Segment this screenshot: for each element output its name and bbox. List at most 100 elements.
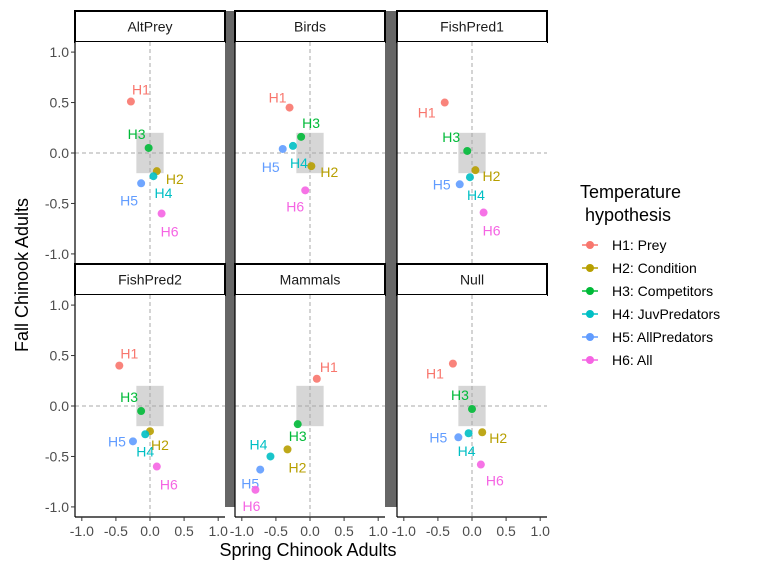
- y-tick-label: -0.5: [45, 448, 69, 464]
- data-point-h5: [128, 437, 137, 446]
- axes-layer: -1.0-0.50.00.51.0-1.0-0.50.00.51.0-1.0 -0…: [45, 44, 550, 539]
- x-tick-label: 0.5: [174, 523, 194, 539]
- data-point-h1: [448, 359, 457, 368]
- legend: Temperature hypothesis H1: Prey H2: Condi…: [580, 182, 720, 368]
- data-point-h3: [293, 420, 302, 429]
- x-tick-label: -1.0: [392, 523, 416, 539]
- data-point-h3: [137, 407, 146, 416]
- point-label-h6: H6: [286, 198, 304, 214]
- point-label-h6: H6: [161, 224, 179, 240]
- legend-entry-h4: H4: JuvPredators: [582, 306, 720, 322]
- point-label-h1: H1: [132, 82, 150, 98]
- data-point-h5: [256, 465, 265, 474]
- point-label-h3: H3: [442, 129, 460, 145]
- point-label-h2: H2: [489, 430, 507, 446]
- point-label-h1: H1: [320, 359, 338, 375]
- point-label-h3: H3: [289, 428, 307, 444]
- point-label-h6: H6: [486, 473, 504, 489]
- legend-key-point: [586, 310, 594, 318]
- legend-key-point: [586, 333, 594, 341]
- legend-entry-h3: H3: Competitors: [582, 283, 713, 299]
- point-label-h5: H5: [262, 159, 280, 175]
- point-label-h3: H3: [451, 387, 469, 403]
- data-point-h4: [464, 429, 473, 438]
- point-label-h2: H2: [289, 459, 307, 475]
- x-tick-label: 0.0: [300, 523, 320, 539]
- x-tick-label: 1.0: [208, 523, 228, 539]
- facet-panel-altprey: AltPrey H1 H2 H3 H4 H5 H6: [74, 10, 226, 265]
- facet-panel-fishpred1: FishPred1 H1 H2 H3 H4 H5 H6: [396, 10, 548, 265]
- legend-entry-label: H6: All: [612, 352, 652, 368]
- point-label-h3: H3: [128, 126, 146, 142]
- point-label-h4: H4: [136, 443, 154, 459]
- facet-panel-null: Null H1 H2 H3 H4 H5 H6: [396, 263, 548, 518]
- point-label-h2: H2: [151, 437, 169, 453]
- x-tick-label: 0.0: [462, 523, 482, 539]
- legend-entry-label: H5: AllPredators: [612, 329, 713, 345]
- legend-entry-label: H2: Condition: [612, 260, 697, 276]
- facet-strip-label: FishPred1: [440, 19, 504, 35]
- point-label-h6: H6: [483, 223, 501, 239]
- y-tick-label: -1.0: [45, 246, 69, 262]
- point-label-h3: H3: [302, 115, 320, 131]
- data-point-h3: [463, 146, 472, 155]
- data-point-h2: [471, 166, 480, 175]
- y-tick-label: -0.5: [45, 195, 69, 211]
- facet-strip: [396, 10, 548, 43]
- y-tick-label: 0.5: [50, 95, 70, 111]
- data-point-h6: [301, 186, 310, 195]
- data-point-h1: [440, 98, 449, 107]
- point-label-h6: H6: [243, 498, 261, 514]
- data-point-h5: [454, 433, 463, 442]
- legend-key-point: [586, 264, 594, 272]
- facet-strip-label: Null: [460, 272, 484, 288]
- legend-key-point: [586, 241, 594, 249]
- facet-gutter: [225, 11, 235, 507]
- data-point-h4: [141, 430, 150, 439]
- point-label-h4: H4: [467, 187, 485, 203]
- facet-gutter: [385, 11, 397, 507]
- facet-strip-label: Birds: [294, 19, 326, 35]
- legend-entry-h5: H5: AllPredators: [582, 329, 713, 345]
- legend-entry-h1: H1: Prey: [582, 237, 666, 253]
- legend-title-line1: Temperature: [580, 182, 681, 202]
- data-point-h3: [468, 405, 476, 414]
- data-point-h1: [312, 374, 321, 383]
- point-label-h5: H5: [120, 192, 138, 208]
- data-point-h5: [137, 179, 146, 188]
- data-point-h1: [115, 361, 124, 370]
- x-axis-title: Spring Chinook Adults: [219, 540, 396, 560]
- point-label-h5: H5: [433, 176, 451, 192]
- facet-strip-label: AltPrey: [127, 19, 172, 35]
- facet-strip: [234, 10, 386, 43]
- data-point-h4: [266, 452, 275, 461]
- point-label-h4: H4: [458, 443, 476, 459]
- y-axis-title: Fall Chinook Adults: [12, 198, 32, 352]
- facet-panel-birds: Birds H1 H2 H3 H4 H5 H6: [234, 10, 386, 265]
- x-tick-label: 0.0: [140, 523, 160, 539]
- data-point-h4: [288, 141, 297, 150]
- legend-entry-label: H4: JuvPredators: [612, 306, 720, 322]
- data-point-h4: [465, 173, 474, 182]
- y-tick-label: 0.5: [50, 348, 70, 364]
- point-label-h1: H1: [426, 366, 444, 382]
- x-tick-label: 0.5: [334, 523, 354, 539]
- x-tick-label: -0.5: [104, 523, 128, 539]
- x-tick-label: 1.0: [368, 523, 388, 539]
- legend-entry-h2: H2: Condition: [582, 260, 697, 276]
- x-tick-label: -0.5: [264, 523, 288, 539]
- data-point-h6: [479, 208, 488, 217]
- data-point-h2: [478, 428, 487, 437]
- data-point-h4: [149, 172, 158, 181]
- legend-entries: H1: Prey H2: Condition H3: Competitors H4: …: [582, 237, 720, 368]
- point-label-h1: H1: [269, 90, 287, 106]
- point-label-h2: H2: [166, 171, 184, 187]
- point-label-h3: H3: [120, 389, 138, 405]
- y-tick-label: 0.0: [50, 398, 70, 414]
- data-point-h5: [455, 180, 464, 189]
- point-label-h2: H2: [320, 164, 338, 180]
- facet-strip-label: Mammals: [280, 272, 341, 288]
- data-point-h2: [307, 162, 316, 171]
- point-label-h5: H5: [429, 429, 447, 445]
